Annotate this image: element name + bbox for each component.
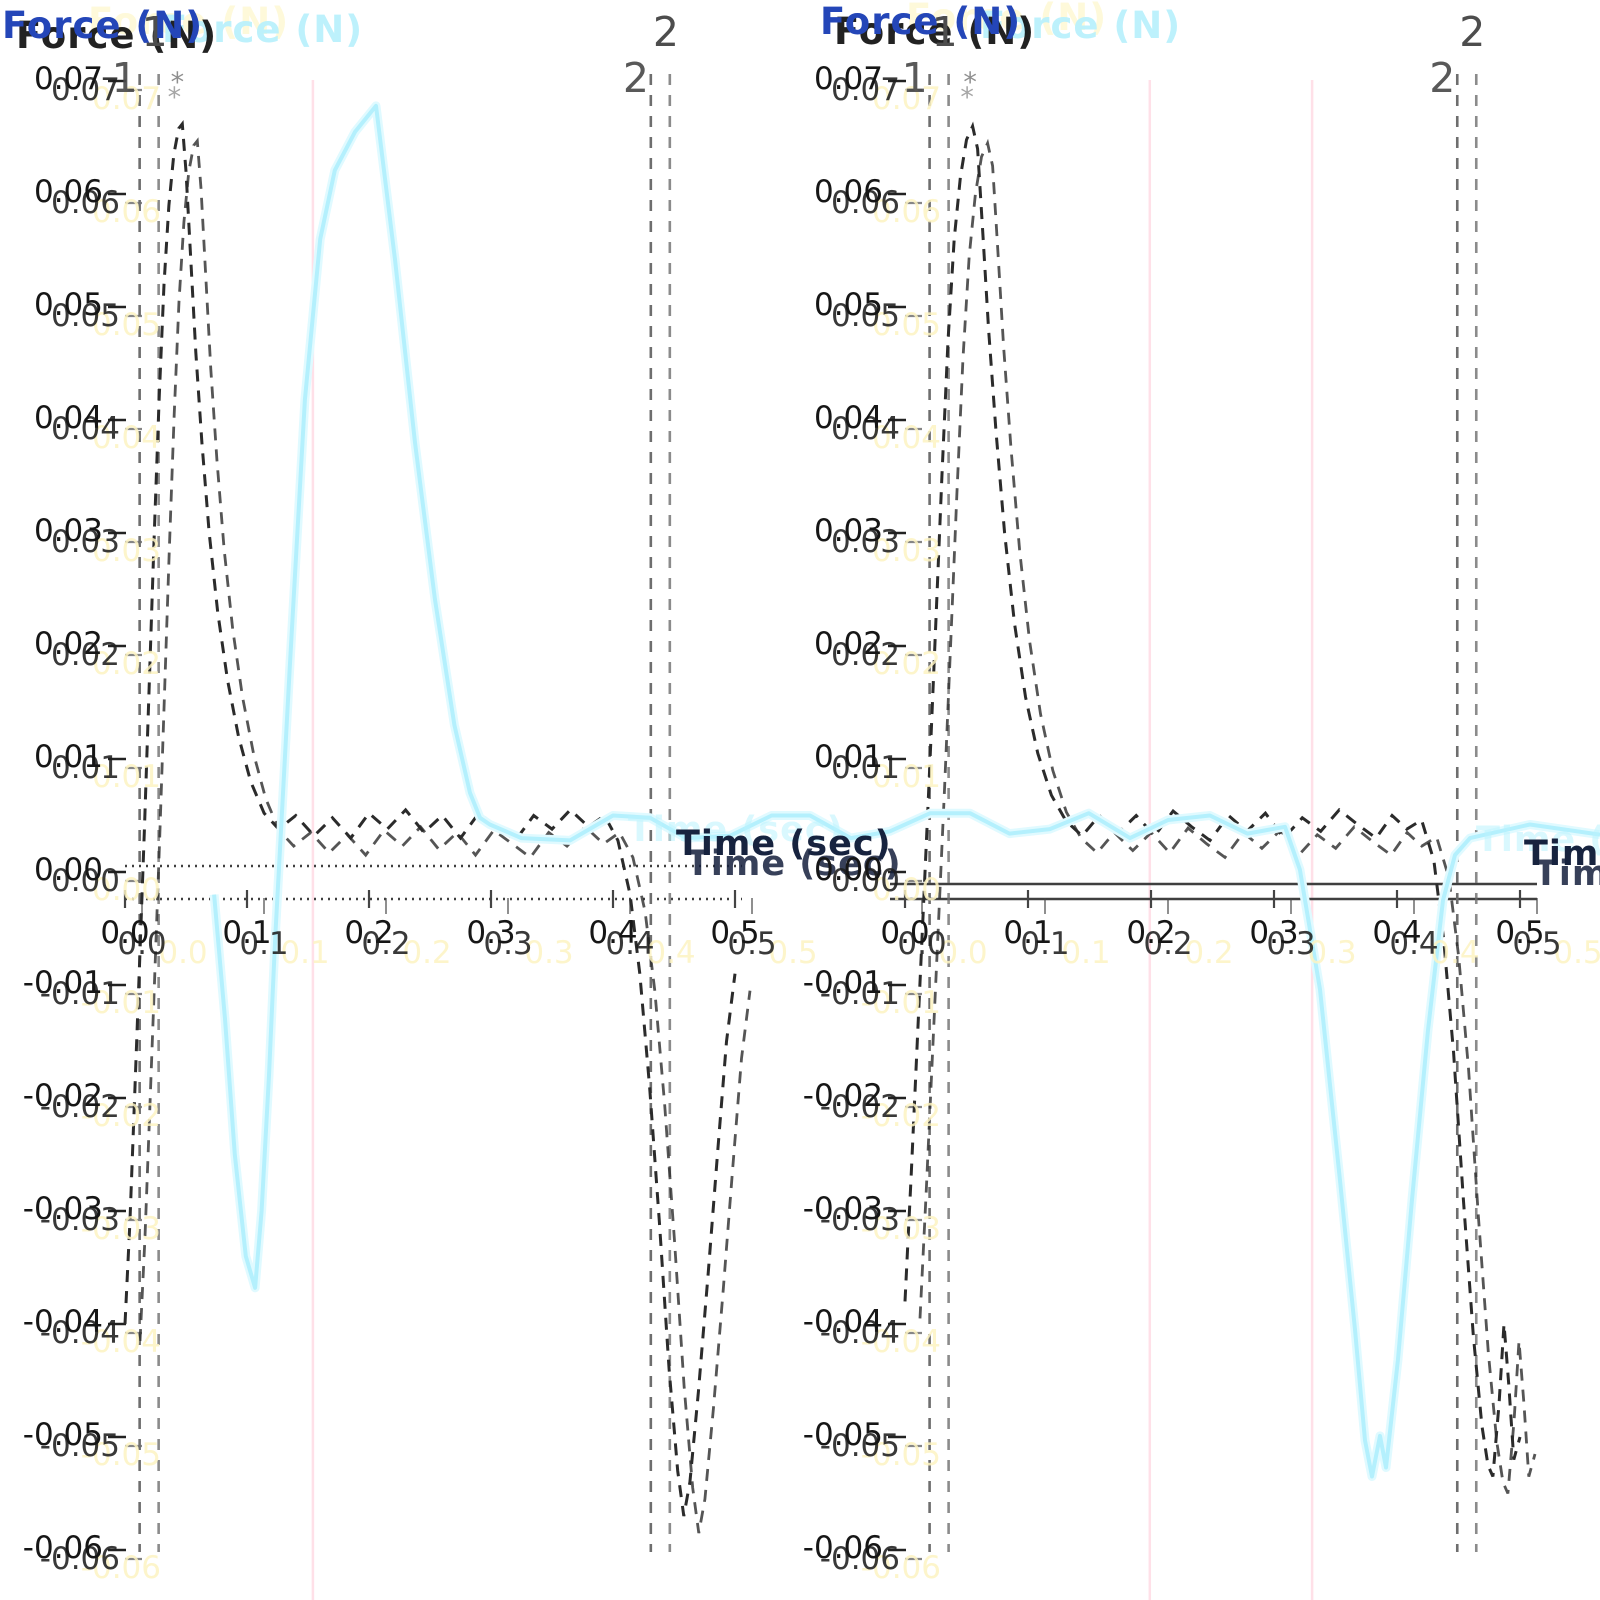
event-marker-label: 2	[1459, 8, 1486, 56]
x-tick-label: 0.0	[100, 915, 150, 951]
y-tick-label: 0.05	[33, 287, 103, 323]
y-tick-label: 0.02	[813, 626, 883, 662]
y-tick-label: 0.01	[813, 739, 883, 775]
x-tick-label: 0.2	[1126, 915, 1176, 951]
y-tick-label: -0.02	[22, 1078, 103, 1114]
y-tick-label: 0.05	[813, 287, 883, 323]
x-tick-label: 0.3	[1249, 915, 1299, 951]
x-axis-title: Time (sec)	[1524, 834, 1600, 874]
x-tick-label: 0.5	[1495, 915, 1545, 951]
y-tick-label: -0.03	[802, 1191, 883, 1227]
y-tick-label: 0.01	[33, 739, 103, 775]
y-tick-label: -0.02	[802, 1078, 883, 1114]
force-trace	[123, 119, 737, 1517]
force-trace	[903, 121, 1522, 1478]
y-tick-label: -0.06	[22, 1530, 103, 1566]
y-tick-label: 0.02	[33, 626, 103, 662]
y-tick-label: -0.04	[802, 1304, 883, 1340]
event-marker-label: 1	[931, 8, 958, 56]
y-tick-label: -0.04	[22, 1304, 103, 1340]
y-tick-label: 0.03	[813, 513, 883, 549]
event-marker-label: 2	[652, 8, 679, 56]
y-tick-label: 0.03	[33, 513, 103, 549]
x-tick-label: 0.1	[222, 915, 272, 951]
x-axis-title: Time (sec)	[676, 824, 892, 864]
peak-star-annotation: *	[170, 67, 185, 98]
x-tick-label: 0.0	[880, 915, 930, 951]
y-axis-title: Force (N)	[820, 0, 1022, 43]
y-tick-label: 0.04	[813, 400, 883, 436]
y-tick-label: -0.05	[802, 1417, 883, 1453]
y-axis-title: Force (N)	[2, 4, 204, 47]
x-tick-label: 0.4	[588, 915, 638, 951]
y-tick-label: 0.07	[33, 61, 103, 97]
x-tick-label: 0.4	[1372, 915, 1422, 951]
force-trace-ghost	[138, 137, 752, 1534]
y-tick-label: 0.07	[813, 61, 883, 97]
y-tick-label: 0.06	[33, 174, 103, 210]
event-marker-label: 1	[141, 8, 168, 56]
y-tick-label: -0.01	[802, 965, 883, 1001]
y-tick-label: -0.05	[22, 1417, 103, 1453]
peak-star-annotation: *	[963, 67, 977, 98]
overlay-trace	[212, 103, 1600, 1479]
x-tick-label: 0.2	[344, 915, 394, 951]
y-tick-label: 0.00	[33, 852, 103, 888]
y-tick-label: -0.06	[802, 1530, 883, 1566]
y-tick-label: 0.06	[813, 174, 883, 210]
y-tick-label: 0.00	[813, 852, 883, 888]
x-tick-label: 0.3	[466, 915, 516, 951]
x-tick-label: 0.1	[1003, 915, 1053, 951]
y-tick-label: -0.01	[22, 965, 103, 1001]
y-tick-label: 0.04	[33, 400, 103, 436]
y-tick-label: -0.03	[22, 1191, 103, 1227]
x-tick-label: 0.5	[710, 915, 760, 951]
force-trace-ghost	[918, 138, 1537, 1495]
